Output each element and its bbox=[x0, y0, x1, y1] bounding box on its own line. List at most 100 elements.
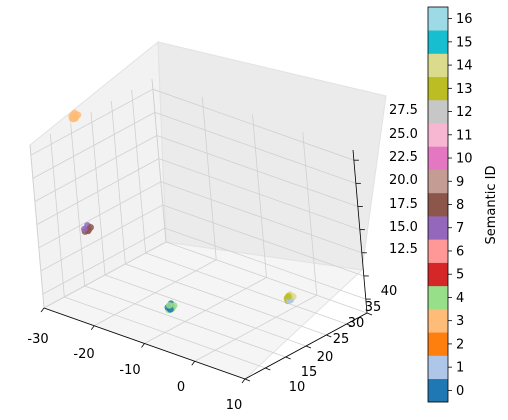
z-gridline bbox=[160, 181, 362, 254]
colorbar-segment bbox=[428, 285, 448, 310]
y-tick-label: 40 bbox=[381, 284, 398, 299]
axes-panes bbox=[29, 40, 387, 380]
colorbar-tick-label: 9 bbox=[456, 175, 464, 190]
z-tick-label: 15.0 bbox=[389, 220, 418, 235]
y-gridline bbox=[29, 144, 45, 309]
x-tick-mark bbox=[241, 378, 246, 384]
colorbar-segment bbox=[428, 332, 448, 356]
y-tick-label: 35 bbox=[365, 300, 382, 315]
y-gridline bbox=[64, 296, 266, 369]
x-tick-mark bbox=[191, 361, 196, 366]
y-tick-label: 20 bbox=[317, 350, 334, 365]
z-gridline bbox=[30, 88, 154, 156]
x-tick-label: -30 bbox=[27, 332, 48, 347]
z-axis-line bbox=[352, 149, 368, 314]
y-gridline bbox=[125, 263, 327, 336]
colorbar-tick-label: 0 bbox=[456, 384, 464, 399]
z-gridline bbox=[152, 88, 355, 161]
x-tick-label: -20 bbox=[73, 347, 94, 362]
colorbar-segment bbox=[428, 239, 448, 263]
colorbar-segment bbox=[428, 378, 448, 403]
z-gridline bbox=[38, 181, 162, 249]
colorbar-tick-label: 4 bbox=[456, 291, 464, 306]
scatter-point bbox=[81, 225, 88, 233]
y-tick-mark bbox=[244, 378, 251, 382]
z-gridline bbox=[32, 111, 156, 179]
colorbar-segment bbox=[428, 146, 448, 170]
colorbar-tick-labels: 0 1 2 3 4 5 6 7 8 9 10 11 12 13 14 15 16 bbox=[456, 12, 473, 399]
z-gridline bbox=[156, 135, 358, 207]
colorbar-segment bbox=[428, 355, 448, 380]
scatter-point bbox=[69, 111, 77, 118]
colorbar-tick-label: 8 bbox=[456, 198, 464, 213]
z-gridline bbox=[40, 204, 164, 272]
colorbar-tick-label: 1 bbox=[456, 361, 464, 376]
z-tick-label: 17.5 bbox=[389, 197, 418, 212]
colorbar-segment bbox=[428, 99, 448, 124]
z-tick-label: 20.0 bbox=[389, 173, 418, 188]
colorbar-tick-label: 15 bbox=[456, 35, 473, 50]
y-gridline bbox=[165, 241, 368, 314]
colorbar-segment bbox=[428, 30, 448, 54]
z-tick-label: 27.5 bbox=[389, 103, 418, 118]
z-gridline bbox=[164, 227, 366, 300]
y-tick-mark bbox=[265, 367, 271, 371]
y-gridline bbox=[49, 133, 65, 298]
y-tick-mark bbox=[326, 334, 332, 338]
x-tick-mark bbox=[40, 307, 45, 313]
z-tick-label: 22.5 bbox=[389, 150, 418, 165]
y-gridline bbox=[131, 89, 147, 254]
x-gridline bbox=[201, 96, 217, 260]
z-tick-labels: 12.5 15.0 17.5 20.0 22.5 25.0 27.5 bbox=[389, 103, 418, 257]
colorbar-tick-label: 14 bbox=[456, 59, 473, 74]
colorbar-segment bbox=[428, 309, 448, 333]
x-tick-mark bbox=[141, 343, 145, 348]
colorbar: 0 1 2 3 4 5 6 7 8 9 10 11 12 13 14 15 16… bbox=[427, 6, 499, 403]
y-tick-mark bbox=[305, 345, 312, 349]
z-gridline bbox=[154, 111, 356, 184]
y-tick-labels: 10 15 20 25 30 35 40 bbox=[289, 284, 398, 395]
tick-marks bbox=[40, 159, 373, 384]
colorbar-segment bbox=[428, 192, 448, 217]
y-gridline bbox=[110, 100, 126, 265]
data-points bbox=[68, 109, 297, 314]
colorbar-ticks bbox=[448, 18, 452, 391]
z-gridline bbox=[34, 135, 158, 202]
x-gridline bbox=[302, 132, 318, 296]
x-tick-mark bbox=[90, 325, 95, 330]
y-tick-label: 25 bbox=[333, 332, 350, 347]
y-tick-mark bbox=[346, 323, 352, 327]
colorbar-segment bbox=[428, 76, 448, 101]
x-tick-label: 10 bbox=[226, 398, 243, 413]
colorbar-tick-label: 12 bbox=[456, 105, 473, 120]
y-tick-mark bbox=[366, 312, 373, 316]
colorbar-segments bbox=[428, 7, 448, 403]
scatter-point bbox=[87, 224, 94, 231]
y-gridline bbox=[90, 111, 106, 276]
z-gridline bbox=[162, 204, 364, 277]
z-tick-label: 12.5 bbox=[389, 242, 418, 257]
x-gridline bbox=[252, 114, 267, 278]
x-tick-label: 0 bbox=[177, 380, 185, 395]
colorbar-segment bbox=[428, 216, 448, 240]
x-tick-labels: -30 -20 -10 0 10 bbox=[27, 332, 242, 413]
z-tick-label: 25.0 bbox=[389, 127, 418, 142]
y-gridline bbox=[70, 122, 86, 287]
y-gridline bbox=[145, 252, 347, 325]
z-gridline bbox=[42, 227, 165, 295]
colorbar-tick-label: 11 bbox=[456, 128, 473, 143]
colorbar-segment bbox=[428, 262, 448, 287]
colorbar-tick-label: 10 bbox=[456, 152, 473, 167]
colorbar-segment bbox=[428, 123, 448, 147]
colorbar-tick-label: 2 bbox=[456, 337, 464, 352]
scatter-point bbox=[166, 302, 173, 309]
y-tick-label: 30 bbox=[348, 316, 365, 331]
z-gridline bbox=[36, 158, 160, 225]
y-tick-label: 10 bbox=[289, 380, 306, 395]
colorbar-tick-label: 16 bbox=[456, 12, 473, 27]
colorbar-segment bbox=[428, 169, 448, 194]
colorbar-tick-label: 3 bbox=[456, 314, 464, 329]
y-gridline bbox=[84, 285, 286, 358]
colorbar-tick-label: 5 bbox=[456, 268, 464, 283]
